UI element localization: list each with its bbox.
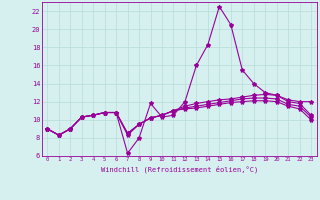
X-axis label: Windchill (Refroidissement éolien,°C): Windchill (Refroidissement éolien,°C) (100, 165, 258, 173)
